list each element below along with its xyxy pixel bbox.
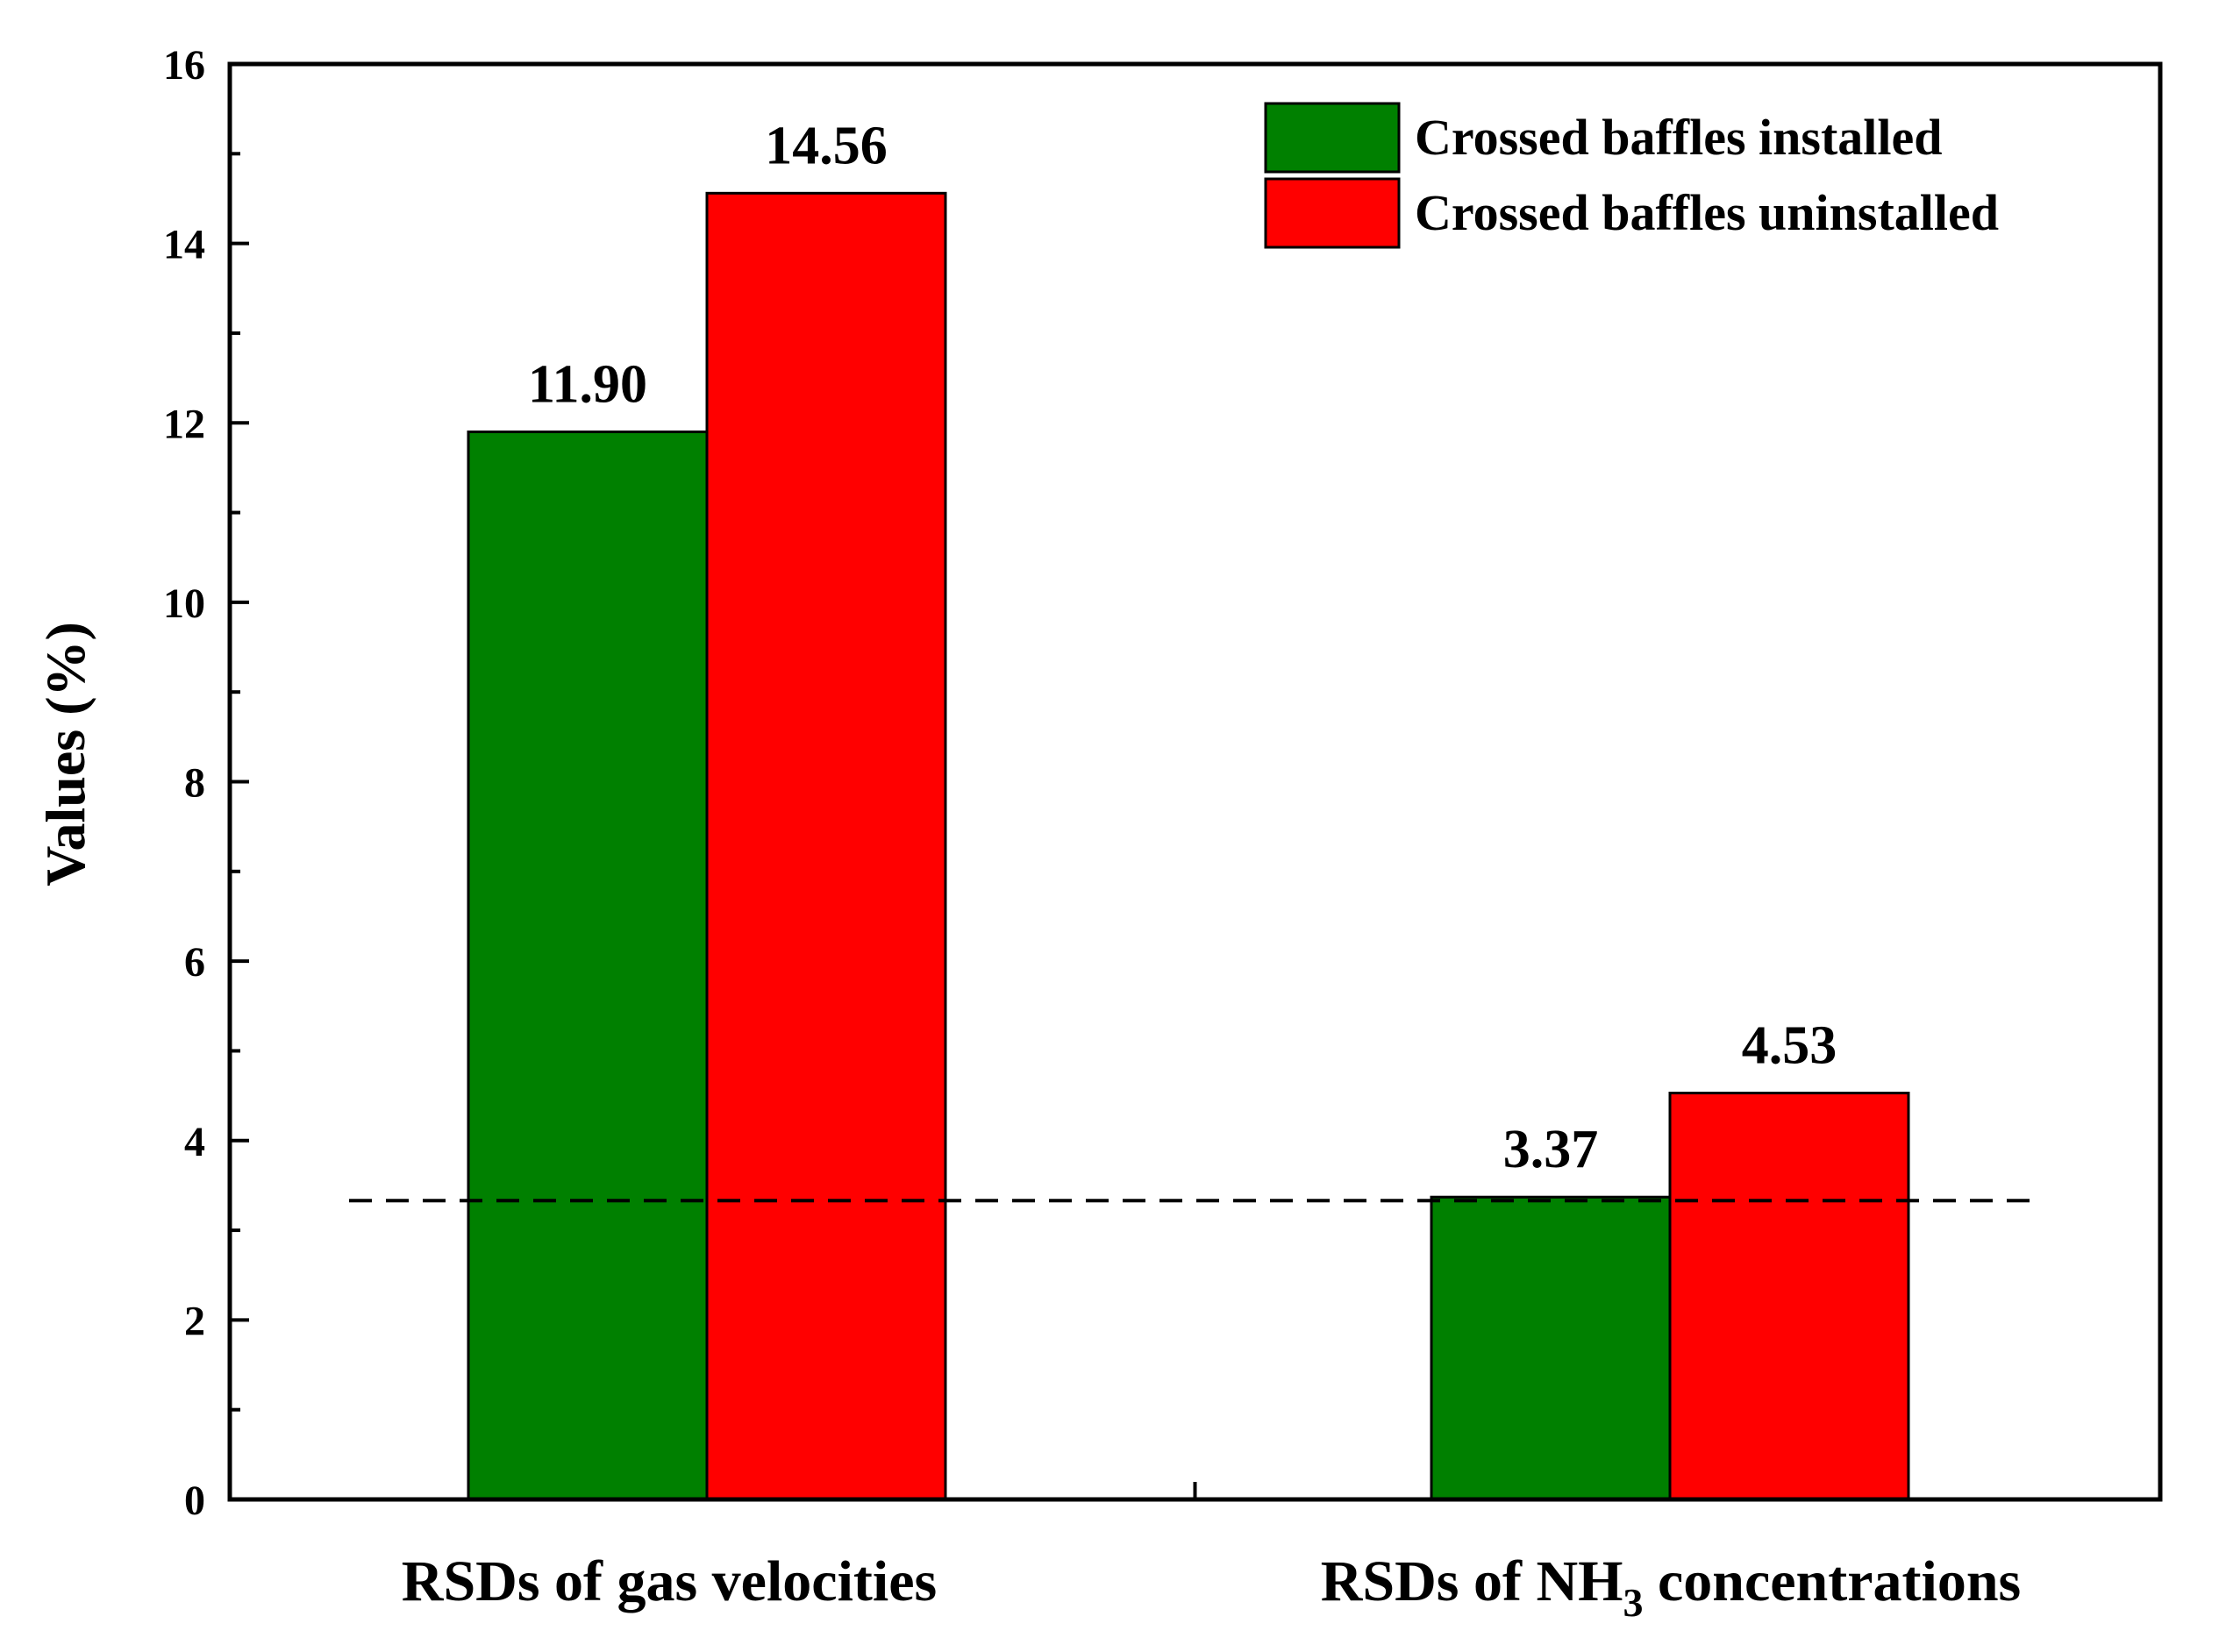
data-label: 3.37 (1503, 1120, 1599, 1179)
bars: 11.90 3.37 14.56 4.53 (467, 116, 1910, 1501)
legend: Crossed baffles installed Crossed baffles… (1264, 102, 1999, 249)
y-axis-ticks: 0 2 4 6 8 10 12 14 16 (163, 42, 1197, 1524)
y-tick-label: 12 (163, 401, 205, 447)
y-axis-title: Values (%) (34, 622, 96, 887)
x-category-label: RSDs of NH3 concentrations (1321, 1549, 2021, 1625)
bar-crossed-baffles-installed-0 (467, 430, 709, 1501)
bar-crossed-baffles-installed-1 (1430, 1195, 1672, 1501)
x-category-label: RSDs of gas velocities (402, 1549, 937, 1613)
bar-crossed-baffles-uninstalled-1 (1668, 1092, 1910, 1501)
x-axis-categories: RSDs of gas velocities RSDs of NH3 concen… (402, 1549, 2021, 1625)
data-label: 4.53 (1742, 1016, 1837, 1076)
y-tick-label: 14 (163, 222, 205, 268)
y-tick-label: 10 (163, 580, 205, 627)
y-tick-label: 2 (184, 1298, 205, 1344)
y-tick-label: 4 (184, 1119, 205, 1165)
plot-frame (227, 61, 2163, 1502)
y-tick-label: 0 (184, 1478, 205, 1524)
legend-swatch (1264, 102, 1401, 174)
data-label: 11.90 (528, 354, 647, 414)
data-label: 14.56 (765, 116, 888, 175)
legend-swatch (1264, 177, 1401, 249)
bar-crossed-baffles-uninstalled-0 (705, 191, 947, 1501)
y-tick-label: 16 (163, 42, 205, 89)
legend-label: Crossed baffles installed (1415, 109, 1943, 166)
legend-label: Crossed baffles uninstalled (1415, 184, 1999, 241)
y-tick-label: 6 (184, 939, 205, 986)
y-tick-label: 8 (184, 760, 205, 807)
